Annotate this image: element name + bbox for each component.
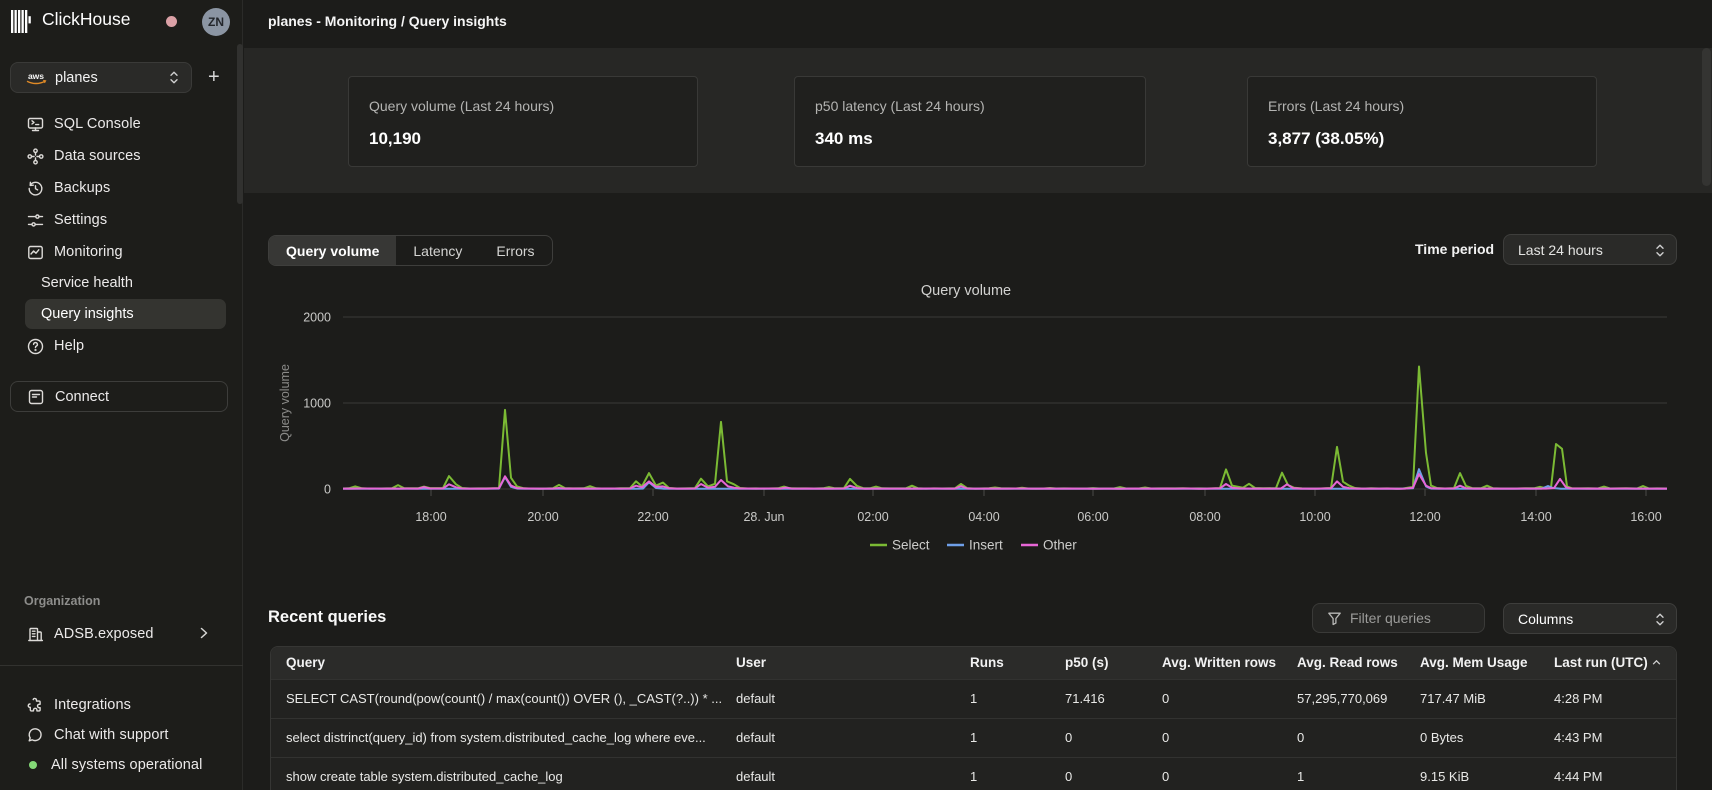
svg-text:0: 0 [324,483,331,497]
svg-text:20:00: 20:00 [527,510,558,524]
svg-text:08:00: 08:00 [1189,510,1220,524]
svg-text:02:00: 02:00 [857,510,888,524]
svg-text:04:00: 04:00 [968,510,999,524]
svg-text:Query volume: Query volume [921,283,1011,299]
svg-text:28. Jun: 28. Jun [743,510,784,524]
svg-text:18:00: 18:00 [415,510,446,524]
svg-text:Select: Select [892,538,930,553]
svg-text:06:00: 06:00 [1077,510,1108,524]
svg-text:Insert: Insert [969,538,1003,553]
svg-text:10:00: 10:00 [1299,510,1330,524]
svg-text:16:00: 16:00 [1630,510,1661,524]
svg-text:aws: aws [28,71,44,81]
svg-text:2000: 2000 [303,311,331,325]
svg-text:Query volume: Query volume [278,364,292,442]
svg-text:1000: 1000 [303,397,331,411]
svg-text:14:00: 14:00 [1520,510,1551,524]
svg-text:Other: Other [1043,538,1077,553]
svg-text:12:00: 12:00 [1409,510,1440,524]
svg-text:22:00: 22:00 [637,510,668,524]
